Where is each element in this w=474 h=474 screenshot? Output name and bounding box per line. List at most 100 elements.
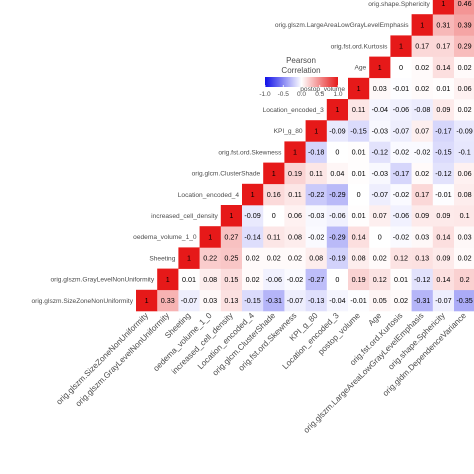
cell-value-label: 0.46 <box>458 0 472 8</box>
cell-value-label: 1 <box>399 42 403 51</box>
heatmap-cell <box>284 226 306 248</box>
cell-value-label: 0.12 <box>394 254 408 263</box>
legend-tick-label: 0.0 <box>297 91 306 98</box>
heatmap-cell <box>454 14 474 36</box>
cell-value-label: -0.03 <box>308 211 324 220</box>
cell-value-label: 0 <box>335 275 339 284</box>
cell-value-label: 1 <box>145 296 149 305</box>
cell-value-label: 0.19 <box>352 275 366 284</box>
cell-value-label: 0.01 <box>352 169 366 178</box>
cell-value-label: 0.08 <box>458 190 472 199</box>
row-label: KPI_g_80 <box>274 128 303 135</box>
heatmap-cell <box>390 141 412 163</box>
heatmap-cell <box>369 183 391 206</box>
cell-value-label: 0.13 <box>224 296 238 305</box>
heatmap-cell <box>432 0 455 15</box>
cell-value-label: 0.12 <box>373 275 387 284</box>
cell-value-label: -0.31 <box>414 296 430 305</box>
heatmap-cell <box>178 268 200 291</box>
cell-value-label: -0.07 <box>372 190 388 199</box>
heatmap-cell <box>305 268 328 291</box>
cell-value-label: 1 <box>251 190 255 199</box>
cell-value-label: 0.08 <box>203 275 217 284</box>
cell-value-label: 0.11 <box>309 169 322 178</box>
heatmap-cell <box>326 99 349 121</box>
cell-value-label: -0.02 <box>393 190 409 199</box>
cell-value-label: 0.2 <box>460 275 470 284</box>
heatmap-cell <box>326 141 349 163</box>
cell-value-label: 0.02 <box>288 254 302 263</box>
heatmap-cell <box>454 0 474 15</box>
cell-value-label: 0 <box>335 148 339 157</box>
heatmap-cell <box>369 56 391 79</box>
heatmap-cell <box>390 247 412 269</box>
color-legend: Pearson Correlation -1.0 -0.5 0.0 0.5 1.0 <box>259 56 342 98</box>
heatmap-cell <box>369 226 391 248</box>
cell-value-label: 1 <box>441 0 445 8</box>
row-label: orig.glszm.SizeZoneNonUniformity <box>31 298 133 305</box>
cell-value-label: 0.06 <box>458 84 472 93</box>
heatmap-cell <box>390 226 412 248</box>
cell-value-label: 0 <box>378 232 382 241</box>
heatmap-cell <box>411 226 434 248</box>
heatmap-cell <box>432 56 455 79</box>
heatmap-cell <box>369 247 391 269</box>
heatmap-cell <box>390 120 412 142</box>
heatmap-cell <box>348 99 370 121</box>
heatmap-cell <box>242 226 264 248</box>
cell-value-label: -0.15 <box>435 148 451 157</box>
heatmap-cell <box>432 247 455 269</box>
cell-value-label: 1 <box>208 232 212 241</box>
cell-value-label: 0.07 <box>415 126 429 135</box>
cell-value-label: -0.15 <box>244 296 260 305</box>
cell-value-label: 0.04 <box>330 169 344 178</box>
row-label: orig.fst.ord.Skewness <box>218 149 282 156</box>
row-label: Age <box>354 65 366 72</box>
cell-value-label: -0.02 <box>414 148 430 157</box>
heatmap-cell <box>220 268 243 291</box>
cell-value-label: 0.19 <box>288 169 302 178</box>
cell-value-label: -0.07 <box>393 126 409 135</box>
cell-value-label: -0.27 <box>308 275 324 284</box>
heatmap-cell <box>454 56 474 79</box>
cell-value-label: 0.03 <box>415 232 429 241</box>
heatmap-cell <box>390 162 412 185</box>
heatmap-cell <box>411 268 434 291</box>
cell-value-label: -0.01 <box>350 296 366 305</box>
cell-value-label: 0.02 <box>458 254 472 263</box>
row-label: orig.fst.ord.Kurtosis <box>331 43 389 50</box>
heatmap-cell <box>326 183 349 206</box>
cell-value-label: 0.39 <box>458 20 472 29</box>
cell-value-label: -0.29 <box>329 190 345 199</box>
heatmap-cell <box>242 183 264 206</box>
heatmap-cell <box>348 289 370 312</box>
cell-value-label: -0.02 <box>308 232 324 241</box>
heatmap-cell <box>369 289 391 312</box>
heatmap-cell <box>432 289 455 312</box>
cell-value-label: -0.07 <box>287 296 303 305</box>
heatmap-cell <box>284 162 306 185</box>
cell-value-label: 0 <box>399 63 403 72</box>
heatmap-cell <box>263 226 285 248</box>
heatmap-cell <box>220 226 243 248</box>
heatmap-cell <box>411 289 434 312</box>
heatmap-cell <box>305 226 328 248</box>
heatmap-cell <box>454 205 474 227</box>
heatmap-cell <box>242 205 264 227</box>
legend-title: Pearson <box>286 56 316 65</box>
cell-value-label: 0.14 <box>436 63 450 72</box>
heatmap-cell <box>390 183 412 206</box>
cell-value-label: -0.09 <box>329 126 345 135</box>
cell-value-label: -0.14 <box>244 232 260 241</box>
cell-value-label: 0.17 <box>436 42 450 51</box>
heatmap-cell <box>305 141 328 163</box>
row-label: orig.glszm.LargeAreaLowGrayLevelEmphasis <box>275 22 409 29</box>
heatmap-cell <box>326 289 349 312</box>
cell-value-label: 1 <box>378 63 382 72</box>
row-label: Sheeting <box>149 255 175 262</box>
heatmap-cell <box>305 183 328 206</box>
cell-value-label: 0.02 <box>458 63 472 72</box>
cell-value-label: 0.08 <box>288 232 302 241</box>
heatmap-cell <box>242 289 264 312</box>
cell-value-label: -0.03 <box>372 169 388 178</box>
